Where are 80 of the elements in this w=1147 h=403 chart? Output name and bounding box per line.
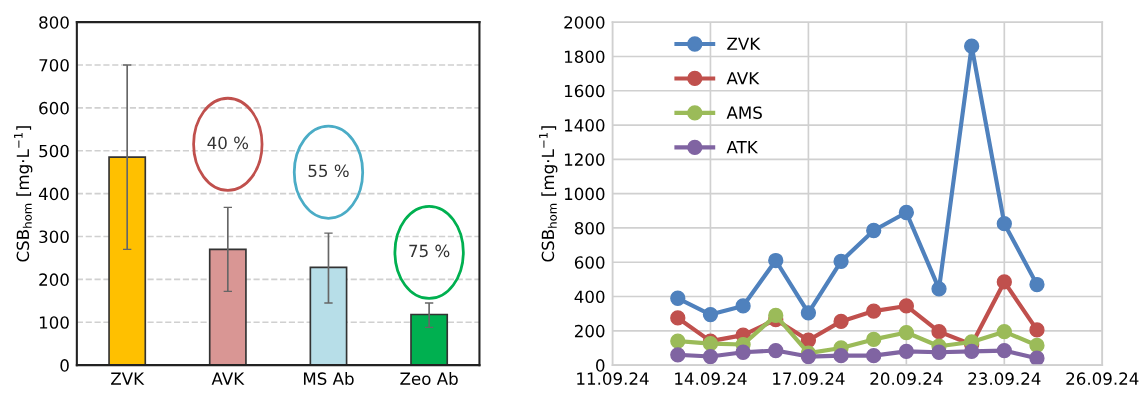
point: [1029, 276, 1045, 293]
y-tick-label: 400: [574, 290, 605, 304]
legend-label: AVK: [726, 72, 760, 85]
point: [670, 347, 686, 363]
y-tick-label: 800: [574, 221, 605, 235]
point: [1029, 322, 1045, 338]
point: [866, 303, 882, 319]
x-tick-label: 11.09.24: [577, 372, 649, 385]
y-tick-label: 400: [38, 187, 69, 201]
point: [964, 343, 980, 360]
point: [1029, 350, 1045, 366]
point: [670, 310, 686, 326]
point: [735, 298, 751, 314]
bar: [410, 313, 449, 366]
y-tick-label: 100: [39, 316, 69, 329]
point: [702, 306, 719, 323]
y-tick-label: 700: [39, 59, 69, 72]
x-tick-label: 26.09.24: [1066, 372, 1139, 385]
y-tick-label: 600: [574, 256, 605, 269]
y-tick-label: 0: [596, 359, 605, 372]
x-tick-label: 17.09.24: [773, 372, 845, 385]
point: [833, 253, 849, 270]
y-tick-label: 300: [39, 230, 69, 244]
bar: [208, 248, 247, 366]
point: [768, 342, 784, 359]
point: [800, 305, 817, 321]
point: [898, 343, 914, 360]
y-tick-label: 1400: [564, 119, 605, 132]
x-tick-label: 14.09.24: [675, 372, 747, 385]
y-tick-label: 1200: [564, 153, 605, 166]
annotation: 55 %: [308, 164, 349, 178]
annotation: 75 %: [409, 244, 450, 258]
legend-label: ZVK: [727, 37, 761, 50]
x-tick-label: 23.09.24: [968, 372, 1041, 385]
point: [768, 252, 784, 269]
point: [833, 348, 849, 364]
point: [898, 298, 914, 314]
x-tick-label: AVK: [211, 372, 245, 385]
bar: [108, 156, 147, 366]
point: [996, 324, 1012, 340]
point: [866, 348, 882, 364]
point: [996, 216, 1012, 232]
y-tick-label: 200: [39, 273, 69, 286]
x-tick-label: MS Ab: [303, 372, 354, 385]
point: [931, 324, 947, 340]
y-tick-label: 2000: [564, 16, 605, 29]
y-tick-label: 1000: [564, 187, 605, 201]
y-tick-label: 1800: [564, 50, 605, 64]
point: [996, 342, 1012, 359]
y-tick-label: 800: [39, 16, 69, 29]
y-tick-label: 1600: [564, 84, 605, 98]
y-axis-title: CSB$_{hom}$ [mg·L$^{−1}$]: [14, 126, 33, 262]
y-tick-label: 200: [574, 324, 605, 338]
bar: [309, 266, 348, 366]
y-tick-label: 500: [39, 144, 69, 158]
point: [898, 204, 914, 221]
legend-label: AMS: [726, 106, 762, 119]
point: [670, 333, 686, 349]
point: [964, 38, 980, 54]
x-tick-label: Zeo Ab: [400, 372, 458, 385]
point: [866, 331, 882, 348]
point: [702, 348, 719, 365]
annotation: 40 %: [207, 136, 249, 150]
point: [833, 313, 849, 330]
y-tick-label: 600: [39, 101, 69, 115]
x-tick-label: ZVK: [111, 372, 145, 385]
point: [735, 344, 751, 360]
point: [996, 274, 1012, 290]
point: [800, 348, 817, 365]
point: [931, 344, 947, 360]
point: [898, 324, 914, 341]
x-tick-label: 20.09.24: [870, 372, 943, 385]
point: [931, 281, 947, 297]
point: [1029, 337, 1045, 354]
y-tick-label: 0: [60, 359, 69, 372]
point: [768, 307, 784, 324]
legend-label: ATK: [726, 141, 759, 154]
point: [670, 290, 686, 306]
point: [866, 222, 882, 239]
y-axis-title: CSB$_{hom}$ [mg·L$^{−1}$]: [539, 126, 558, 262]
